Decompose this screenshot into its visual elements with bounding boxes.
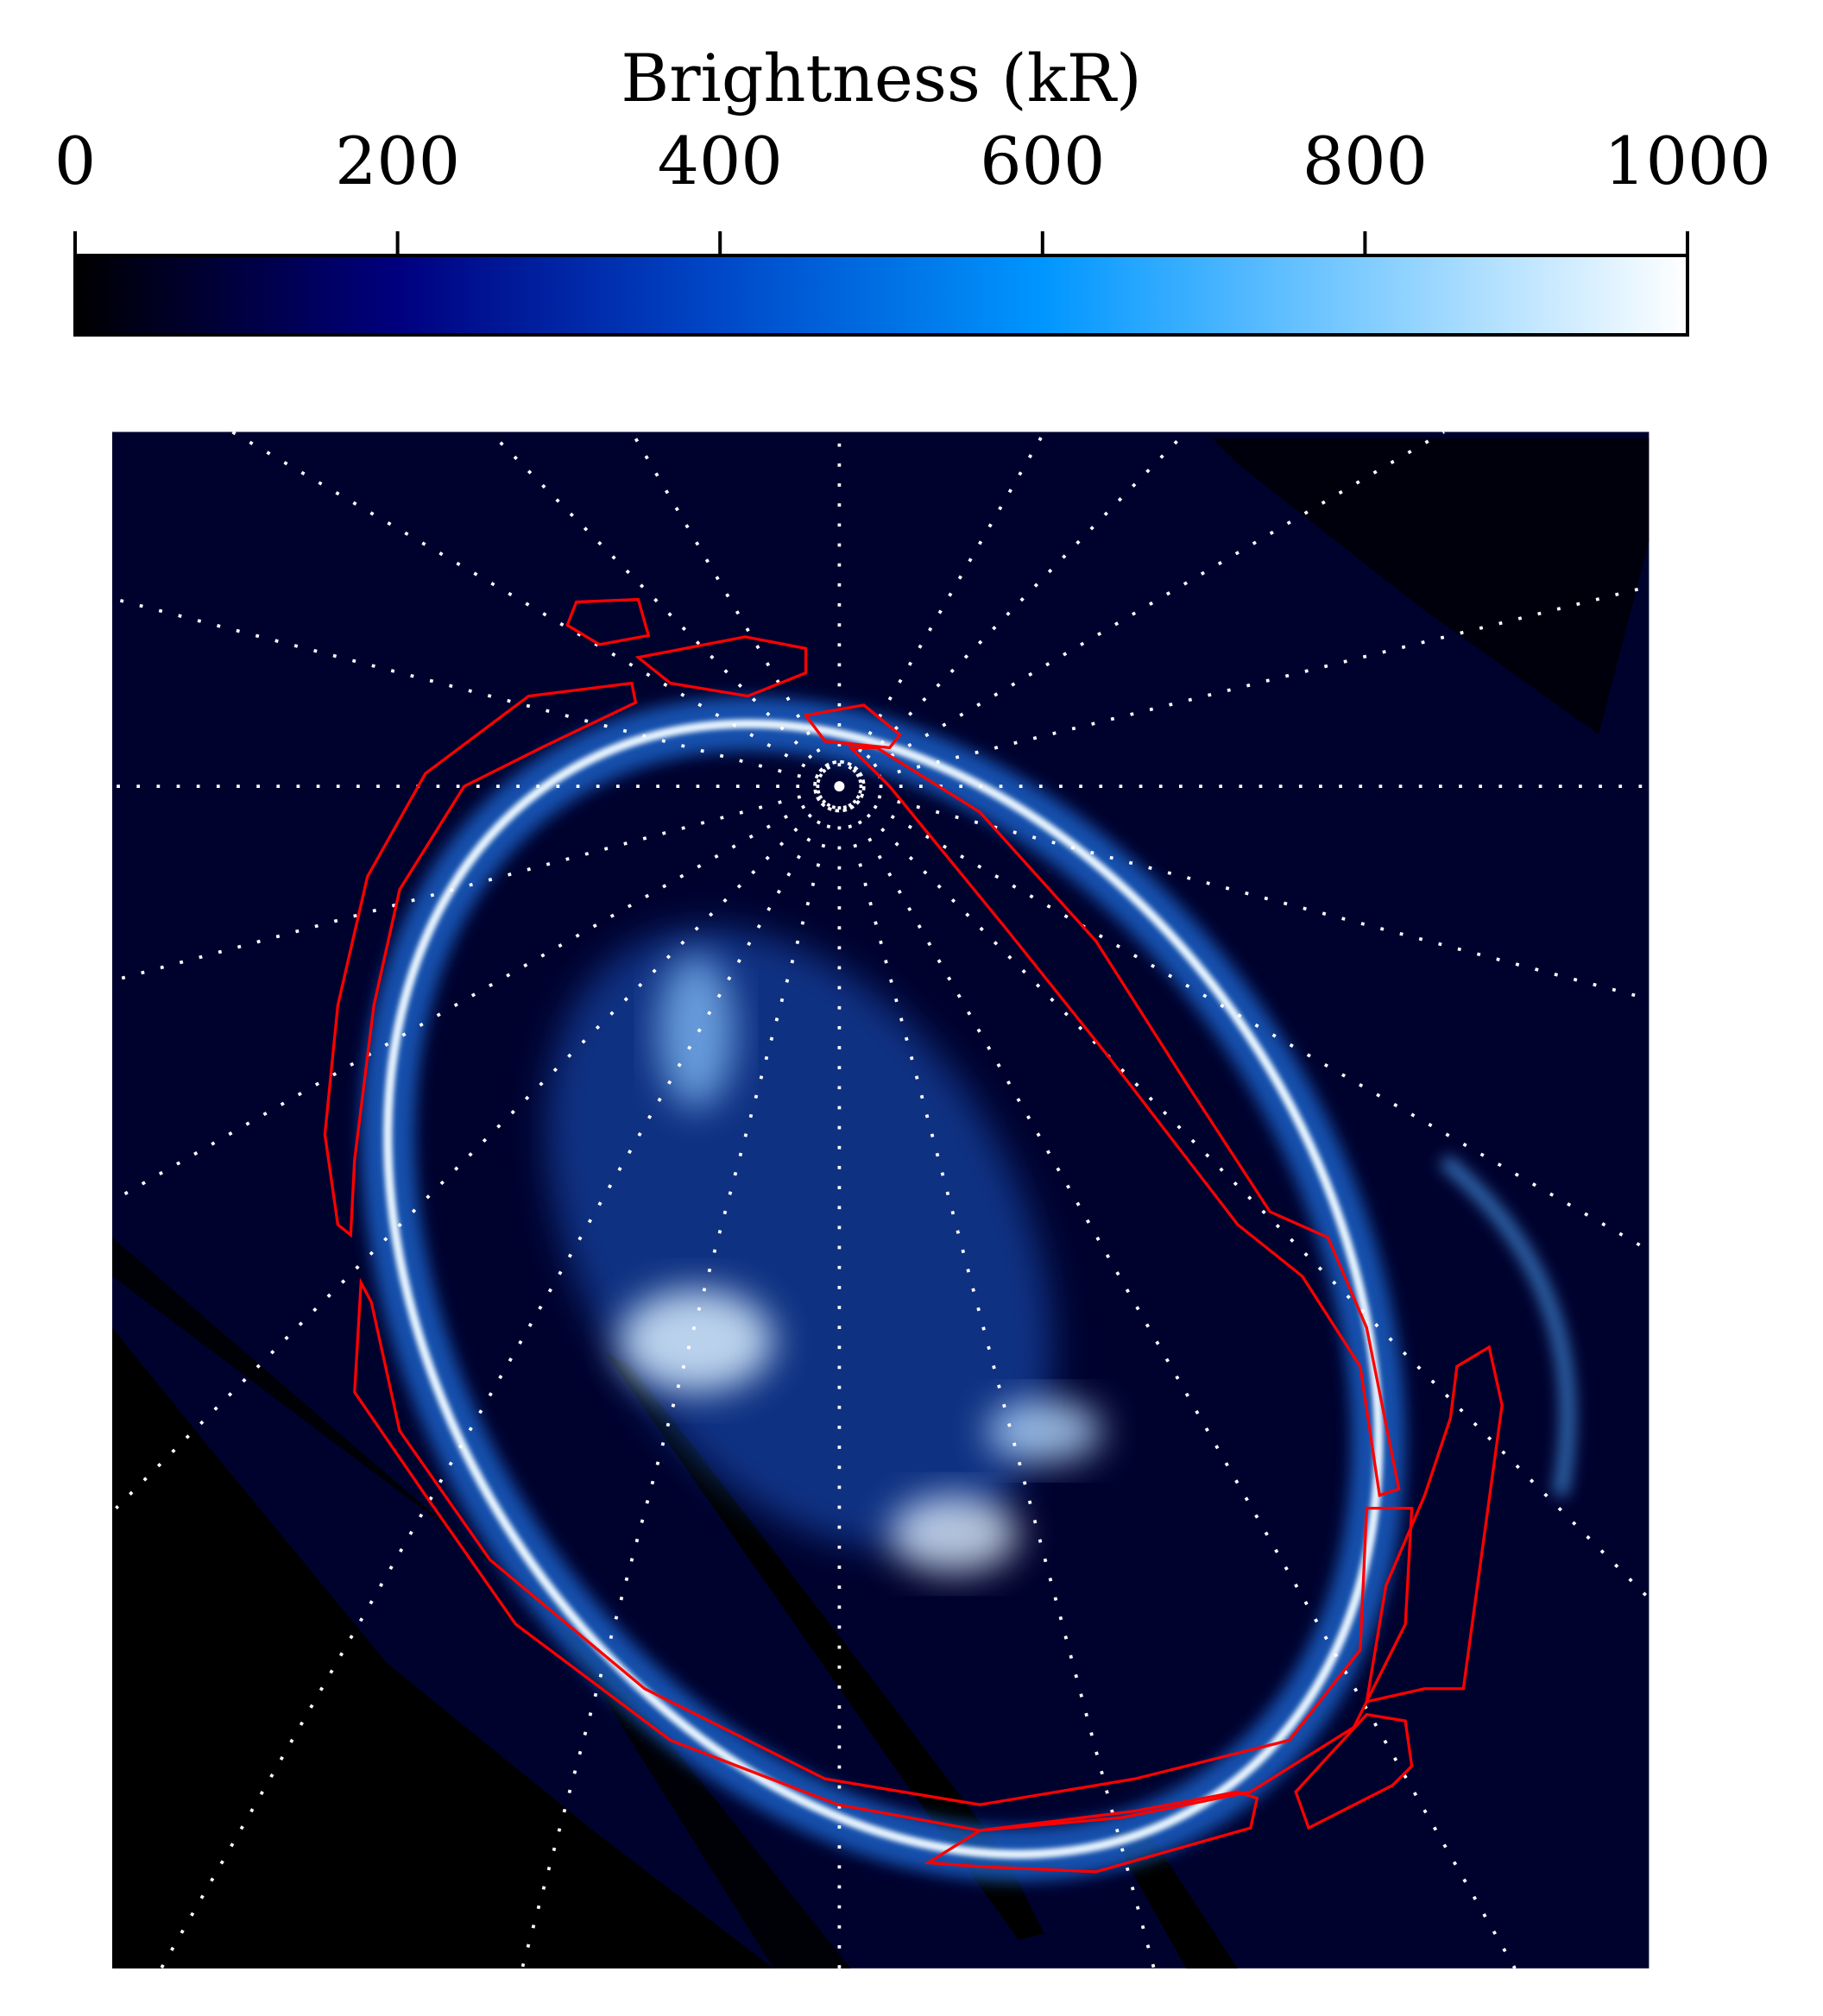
main-oval [383, 719, 1384, 1859]
no-data [1212, 438, 1650, 735]
colorbar-tick-label: 400 [658, 123, 783, 199]
colorbar-gradient [73, 254, 1689, 337]
outer-arc [1440, 1155, 1574, 1497]
aurora-image [111, 432, 1650, 1969]
bright-patch [986, 1398, 1103, 1464]
no-data [111, 1327, 774, 1969]
colorbar-tick-label: 600 [980, 123, 1105, 199]
colorbar-tick-label: 800 [1303, 123, 1428, 199]
pole-marker [813, 759, 866, 813]
colorbar-tick-label: 200 [335, 123, 460, 199]
colorbar-tick-label: 1000 [1604, 123, 1770, 199]
bright-patch [618, 1288, 774, 1393]
colorbar-label: Brightness (kR) [621, 40, 1141, 117]
pole-marker [834, 781, 845, 792]
colorbar: 0 200 400 600 800 1000 [54, 123, 1771, 337]
no-data [111, 1237, 851, 1969]
no-data [606, 1353, 1044, 1941]
grid [111, 432, 1650, 1969]
bright-patch [889, 1495, 1019, 1573]
colorbar-tick-label: 0 [54, 123, 96, 199]
bright-patch [657, 954, 735, 1109]
region-contours [323, 597, 1504, 1874]
no-data [1108, 1830, 1238, 1969]
